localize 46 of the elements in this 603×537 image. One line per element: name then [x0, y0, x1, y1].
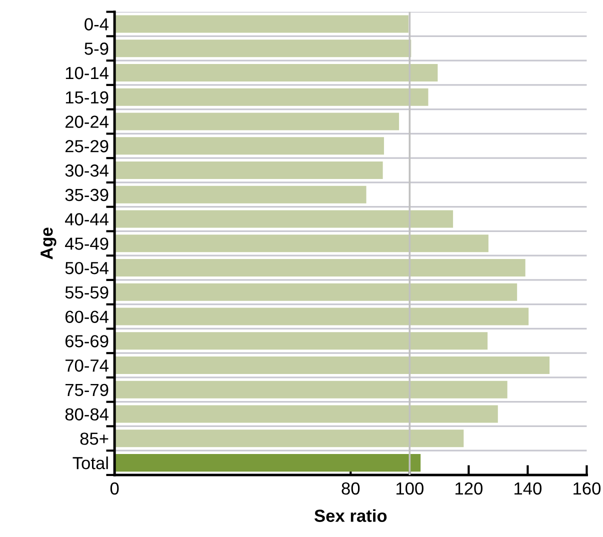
- y-tick-label: 15-19: [66, 91, 108, 104]
- y-tick-label: 25-29: [65, 140, 108, 152]
- y-tick-label: 75-79: [66, 384, 108, 396]
- y-tick-label: 60-64: [66, 310, 109, 323]
- y-tick-label: Total: [72, 456, 108, 470]
- y-tick-label: 40-44: [65, 213, 109, 226]
- bar: [114, 64, 438, 82]
- bar: [114, 88, 428, 106]
- x-tick-label: 0: [110, 482, 119, 495]
- x-tick-label: 140: [514, 482, 542, 495]
- y-tick-label: 70-74: [66, 359, 109, 372]
- x-tick-label: 100: [396, 482, 424, 495]
- bar: [114, 112, 400, 130]
- x-tick-label: 120: [456, 482, 482, 495]
- y-tick-label: 0-4: [84, 18, 109, 30]
- bar: [114, 332, 488, 350]
- y-tick-label: 85+: [80, 432, 108, 445]
- bar: [114, 137, 384, 155]
- bar: [114, 186, 366, 204]
- bar: [114, 454, 421, 472]
- y-tick-label: 45-49: [65, 238, 108, 250]
- bar: [114, 234, 488, 252]
- y-axis-title: Age: [40, 228, 56, 260]
- x-axis-title: Sex ratio: [314, 509, 387, 522]
- y-tick-label: 65-69: [66, 335, 108, 348]
- y-tick-label: 50-54: [65, 262, 109, 274]
- y-tick-label: 10-14: [66, 66, 109, 80]
- bar: [114, 40, 412, 58]
- y-tick-label: 30-34: [65, 164, 109, 177]
- bar: [114, 15, 408, 33]
- bar: [114, 430, 464, 448]
- y-tick-label: 20-24: [65, 116, 109, 128]
- y-tick-label: 55-59: [65, 286, 108, 299]
- bar: [114, 283, 518, 301]
- bar: [114, 258, 526, 277]
- bar: [114, 405, 498, 423]
- bar: [114, 210, 454, 228]
- y-tick-label: 5-9: [84, 42, 108, 55]
- y-tick-label: 35-39: [65, 188, 108, 202]
- bar: [114, 356, 550, 374]
- x-tick-label: 80: [342, 482, 360, 495]
- bar: [114, 161, 383, 180]
- bar: [114, 308, 529, 326]
- y-tick-label: 80-84: [65, 408, 109, 420]
- x-tick-label: 160: [574, 482, 601, 495]
- bar: [114, 380, 508, 398]
